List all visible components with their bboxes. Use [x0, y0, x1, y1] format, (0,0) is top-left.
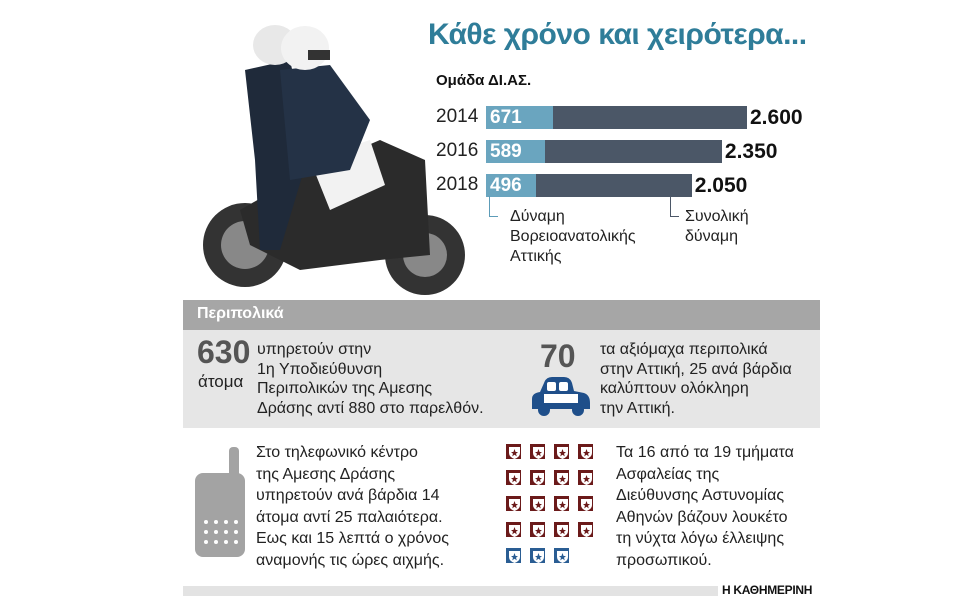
legend-ne: Δύναμη Βορειοανατολικής Αττικής	[510, 207, 636, 267]
fact1-text: υπηρετούν στην 1η Υποδιεύθυνση Περιπολικ…	[257, 340, 484, 418]
text-line: στην Αττική, 25 ανά βάρδια	[600, 360, 792, 378]
footer-bar	[183, 586, 718, 596]
text-line: της Αμεσης Δράσης	[256, 465, 396, 483]
text-line: τα αξιόμαχα περιπολικά	[600, 341, 768, 358]
bar-northeast	[486, 106, 554, 129]
closed-station-badge-icon	[578, 496, 593, 511]
closed-station-badge-icon	[578, 444, 593, 459]
text-line: 1η Υποδιεύθυνση	[257, 360, 383, 378]
section-header-label: Περιπολικά	[197, 305, 284, 322]
text-line: Ασφαλείας της	[616, 465, 720, 483]
text-line: Στο τηλεφωνικό κέντρο	[256, 444, 418, 461]
legend-total: Συνολική δύναμη	[685, 207, 749, 247]
open-station-badge-icon	[506, 548, 521, 563]
text-line: Διεύθυνσης Αστυνομίας	[616, 487, 785, 505]
closed-station-badge-icon	[578, 522, 593, 537]
text-line: τη νύχτα λόγω έλλειψης	[616, 530, 785, 548]
open-station-badge-icon	[554, 548, 569, 563]
text-line: Δράσης αντί 880 στο παρελθόν.	[257, 399, 484, 417]
fact4-text: Τα 16 από τα 19 τμήματα Ασφαλείας της Δι…	[616, 442, 794, 572]
text-line: προσωπικού.	[616, 551, 712, 569]
value-label-northeast: 589	[490, 141, 522, 162]
legend-bracket-ne	[489, 196, 498, 217]
fact1-unit: άτομα	[198, 372, 244, 391]
text-line: υπηρετούν στην	[257, 341, 372, 358]
closed-station-badge-icon	[554, 470, 569, 485]
closed-station-badge-icon	[506, 470, 521, 485]
text-line: αναμονής τις ώρες αιχμής.	[256, 551, 445, 569]
closed-station-badge-icon	[506, 444, 521, 459]
closed-station-badge-icon	[578, 470, 593, 485]
patrol-panel	[183, 330, 820, 428]
year-label: 2018	[436, 174, 479, 195]
closed-station-badge-icon	[554, 444, 569, 459]
closed-station-badge-icon	[530, 444, 545, 459]
value-label-northeast: 496	[490, 175, 522, 196]
bar-total	[486, 174, 692, 197]
text-line: Τα 16 από τα 19 τμήματα	[616, 444, 794, 461]
police-motorcycle-photo	[203, 25, 465, 295]
text-line: Αθηνών βάζουν λουκέτο	[616, 508, 788, 526]
legend-ne-line: Βορειοανατολικής	[510, 228, 636, 245]
closed-station-badge-icon	[554, 496, 569, 511]
legend-ne-line: Αττικής	[510, 248, 562, 265]
closed-station-badge-icon	[554, 522, 569, 537]
phone-icon	[195, 447, 245, 557]
year-label: 2014	[436, 106, 479, 127]
text-line: υπηρετούν ανά βάρδια 14	[256, 487, 440, 505]
section-header: Περιπολικά	[183, 300, 820, 330]
text-line: την Αττική.	[600, 399, 675, 417]
chart-title: Ομάδα ΔΙ.ΑΣ.	[436, 72, 532, 89]
text-line: Περιπολικών της Αμεσης	[257, 380, 433, 397]
closed-station-badge-icon	[530, 496, 545, 511]
value-label-total: 2.350	[724, 140, 778, 163]
closed-station-badge-icon	[530, 470, 545, 485]
fact1-number: 630	[197, 334, 251, 370]
text-line: καλύπτουν ολόκληρη	[600, 380, 749, 397]
fact2-text: τα αξιόμαχα περιπολικά στην Αττική, 25 α…	[600, 340, 812, 418]
text-line: άτομα αντί 25 παλαιότερα.	[256, 508, 443, 526]
text-line: Εως και 15 λεπτά ο χρόνος	[256, 530, 449, 548]
legend-ne-line: Δύναμη	[510, 208, 565, 225]
bar-northeast	[486, 174, 536, 197]
closed-station-badge-icon	[506, 522, 521, 537]
legend-bracket-total	[670, 196, 679, 217]
police-station-grid	[506, 444, 606, 574]
legend-total-line: Συνολική	[685, 208, 749, 225]
fact2-number: 70	[540, 338, 576, 374]
value-label-total: 2.600	[750, 106, 803, 129]
year-label: 2016	[436, 140, 479, 161]
value-label-northeast: 671	[490, 107, 522, 128]
fact3-text: Στο τηλεφωνικό κέντρο της Αμεσης Δράσης …	[256, 442, 449, 572]
page-title: Κάθε χρόνο και χειρότερα...	[428, 18, 807, 51]
legend-total-line: δύναμη	[685, 228, 739, 245]
brand-logo: Η ΚΑΘΗΜΕΡΙΝΗ	[722, 583, 813, 597]
value-label-total: 2.050	[694, 174, 748, 197]
police-car-icon	[532, 377, 590, 416]
closed-station-badge-icon	[506, 496, 521, 511]
open-station-badge-icon	[530, 548, 545, 563]
closed-station-badge-icon	[530, 522, 545, 537]
bar-northeast	[486, 140, 546, 163]
